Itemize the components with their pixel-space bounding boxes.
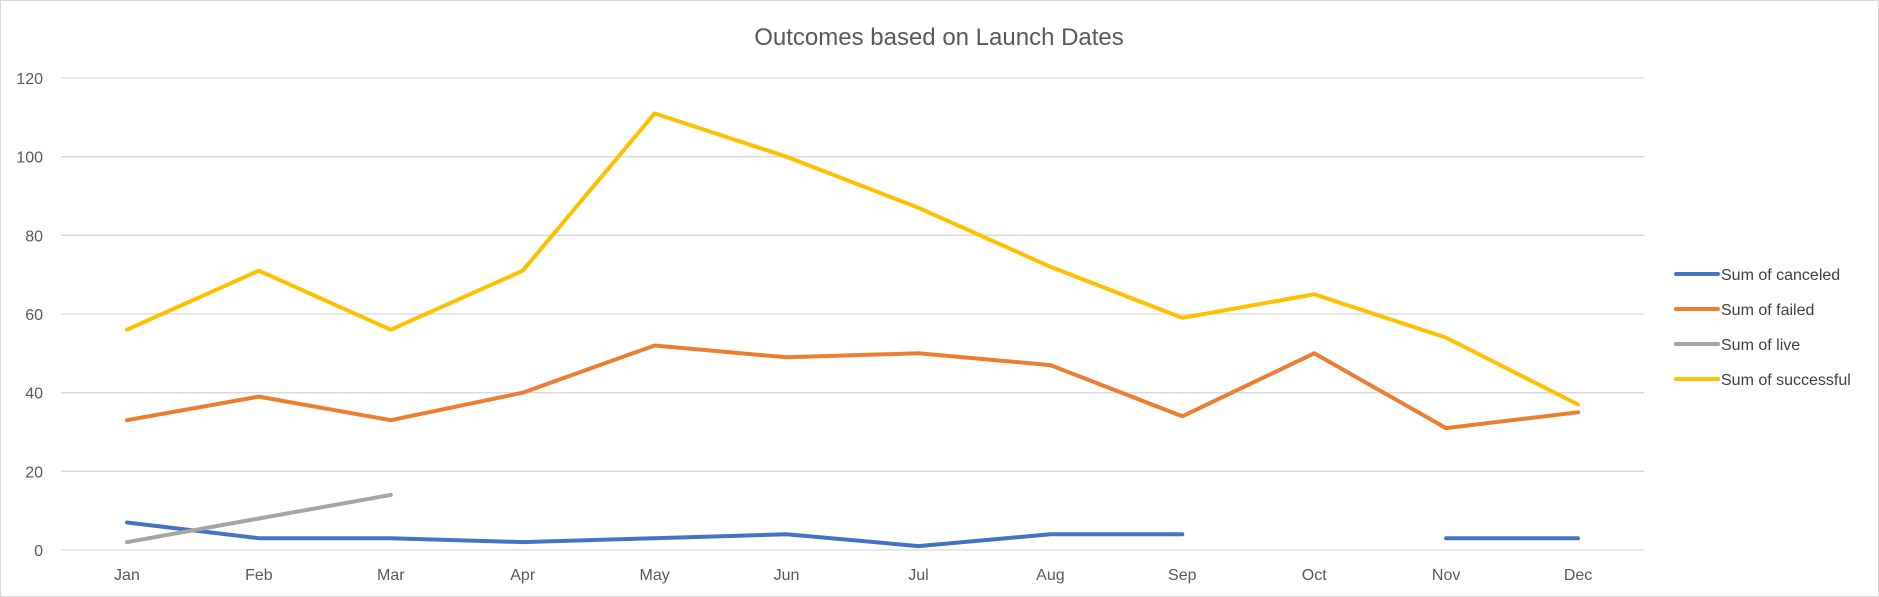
y-tick-label: 60: [25, 307, 43, 324]
x-tick-label: Sep: [1168, 567, 1197, 584]
x-tick-label: Apr: [510, 567, 536, 584]
legend-label: Sum of canceled: [1721, 267, 1840, 284]
chart-title: Outcomes based on Launch Dates: [754, 24, 1124, 51]
y-axis-tick-labels: 0 20 40 60 80 100 120: [16, 71, 43, 560]
series-line: [125, 492, 393, 545]
legend-label: Sum of live: [1721, 337, 1800, 354]
y-tick-label: 120: [16, 71, 43, 88]
x-tick-label: Feb: [245, 567, 273, 584]
y-tick-label: 80: [25, 228, 43, 245]
x-tick-label: Nov: [1432, 567, 1460, 584]
y-tick-label: 0: [34, 543, 43, 560]
x-tick-label: Jul: [908, 567, 928, 584]
y-tick-label: 40: [25, 386, 43, 403]
series-lines: [125, 111, 1580, 549]
legend-item: Sum of successful: [1674, 372, 1851, 389]
y-tick-label: 20: [25, 464, 43, 481]
gridlines: [61, 77, 1644, 551]
x-tick-label: Oct: [1302, 567, 1327, 584]
series-sum-of-successful: [125, 111, 1580, 407]
legend-item: Sum of failed: [1674, 302, 1814, 319]
legend-label: Sum of failed: [1721, 302, 1814, 319]
legend-item: Sum of live: [1674, 337, 1800, 354]
x-tick-label: Mar: [377, 567, 405, 584]
x-tick-label: Dec: [1564, 567, 1592, 584]
series-sum-of-live: [125, 492, 393, 545]
x-tick-label: Aug: [1036, 567, 1064, 584]
series-sum-of-failed: [125, 343, 1580, 431]
x-tick-label: Jan: [114, 567, 140, 584]
series-line: [125, 520, 1580, 549]
legend: Sum of canceled Sum of failed Sum of live S…: [1674, 267, 1851, 389]
series-sum-of-canceled: [125, 520, 1580, 549]
legend-label: Sum of successful: [1721, 372, 1851, 389]
legend-item: Sum of canceled: [1674, 267, 1840, 284]
x-axis-tick-labels: Jan Feb Mar Apr May Jun Jul Aug Sep Oct Nov Dec: [114, 567, 1592, 584]
x-tick-label: Jun: [774, 567, 800, 584]
y-tick-label: 100: [16, 150, 43, 167]
x-tick-label: May: [640, 567, 670, 584]
series-line: [125, 343, 1580, 431]
series-line: [125, 111, 1580, 407]
